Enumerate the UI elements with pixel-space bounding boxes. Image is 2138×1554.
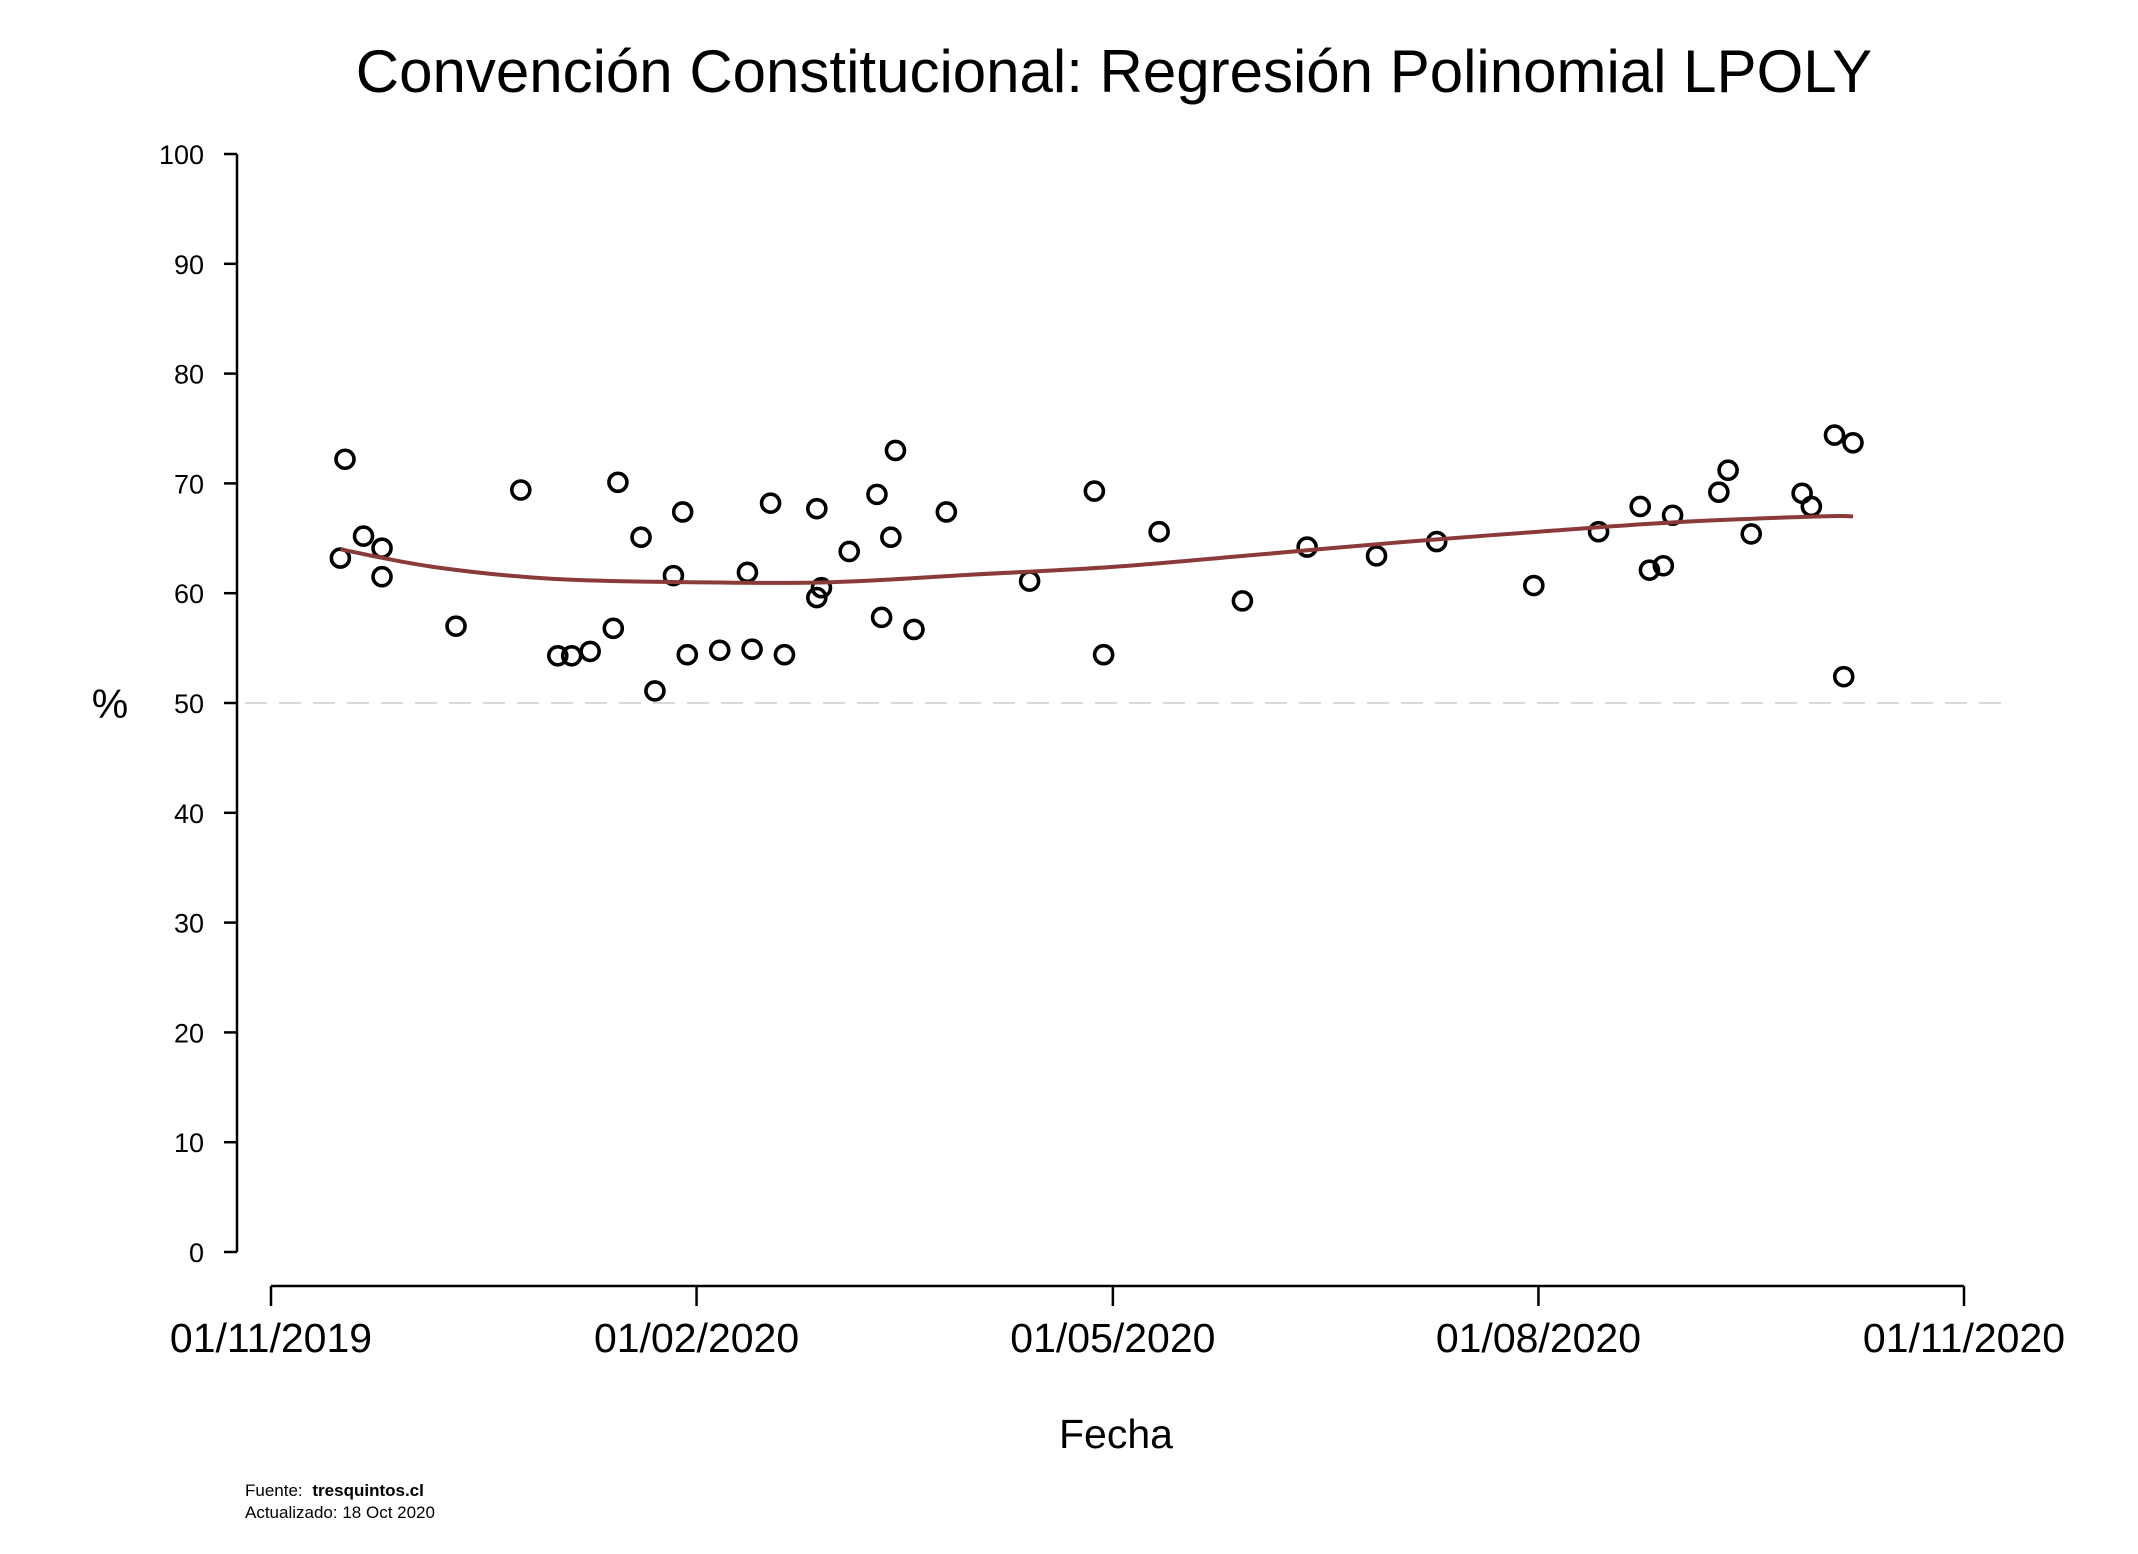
data-point: [371, 537, 393, 559]
data-point: [630, 526, 652, 549]
data-point: [708, 639, 731, 662]
data-point: [866, 483, 888, 506]
x-tick-label: 01/02/2020: [594, 1315, 799, 1361]
data-point: [1832, 665, 1855, 688]
y-axis: 0 10 20 30 40 50 60 70 80 90 100: [159, 140, 239, 1268]
data-point: [546, 644, 569, 667]
x-tick-label: 01/08/2020: [1436, 1315, 1641, 1361]
data-point: [1231, 590, 1254, 612]
footer: Fuente: tresquintos.cl Actualizado: 18 O…: [245, 1481, 435, 1522]
y-tick-label: 90: [174, 250, 204, 280]
footer-updated: Actualizado: 18 Oct 2020: [245, 1503, 435, 1522]
data-point: [1708, 481, 1730, 503]
data-point: [838, 540, 861, 563]
data-point: [602, 617, 625, 640]
data-point: [1083, 480, 1106, 502]
y-axis-ticks: 0 10 20 30 40 50 60 70 80 90 100: [159, 140, 237, 1268]
data-point: [1823, 424, 1846, 446]
y-tick-label: 50: [174, 689, 204, 719]
data-point: [662, 564, 685, 587]
data-point: [1018, 570, 1041, 592]
data-point: [445, 615, 467, 637]
data-point: [741, 638, 763, 660]
data-point: [371, 565, 393, 588]
data-point: [806, 497, 828, 520]
data-point: [935, 501, 958, 523]
y-axis-label: %: [92, 681, 128, 727]
y-tick-label: 80: [174, 360, 204, 390]
data-point: [884, 439, 907, 462]
data-point: [1800, 495, 1823, 518]
data-point: [334, 448, 356, 471]
data-point: [759, 492, 782, 514]
x-tick-label: 01/11/2020: [1863, 1315, 2065, 1361]
data-point: [806, 586, 828, 609]
data-point: [329, 547, 352, 569]
scatter-points: [329, 424, 1864, 702]
y-tick-label: 30: [174, 909, 204, 939]
y-tick-label: 70: [174, 469, 204, 499]
data-point: [1842, 431, 1864, 454]
data-point: [1652, 554, 1675, 577]
data-point: [1638, 559, 1661, 581]
data-point: [880, 526, 902, 549]
lpoly-fit-curve: [340, 513, 1854, 585]
data-point: [579, 640, 601, 663]
svg-text:Fuente: tresquintos.cl: Fuente: tresquintos.cl: [245, 1481, 424, 1500]
y-tick-label: 10: [174, 1128, 204, 1158]
data-point: [870, 606, 893, 629]
x-axis-label: Fecha: [1059, 1411, 1173, 1457]
x-axis: 01/11/2019 01/02/2020 01/05/2020 01/08/2020…: [170, 1284, 2065, 1361]
footer-source-label: Fuente:: [245, 1481, 303, 1500]
data-point: [509, 479, 532, 501]
y-tick-label: 100: [159, 140, 204, 170]
data-point: [1148, 520, 1170, 543]
data-point: [1365, 545, 1388, 567]
data-point: [736, 561, 759, 584]
y-tick-label: 0: [189, 1238, 204, 1268]
data-point: [352, 525, 375, 547]
data-point: [903, 618, 925, 641]
data-point: [607, 471, 629, 494]
x-axis-ticks: 01/11/2019 01/02/2020 01/05/2020 01/08/2020…: [170, 1286, 2065, 1361]
y-tick-label: 60: [174, 579, 204, 609]
data-point: [671, 501, 694, 523]
data-point: [676, 643, 699, 666]
y-tick-label: 20: [174, 1018, 204, 1048]
y-tick-label: 40: [174, 799, 204, 829]
data-point: [644, 680, 666, 702]
data-point: [1092, 643, 1115, 666]
data-point: [1523, 574, 1545, 597]
data-point: [1296, 536, 1318, 558]
x-tick-label: 01/05/2020: [1010, 1315, 1215, 1361]
data-point: [810, 576, 833, 599]
data-point: [1629, 495, 1652, 518]
chart-title: Convención Constitucional: Regresión Pol…: [356, 38, 1872, 105]
data-point: [1740, 523, 1763, 545]
data-point: [773, 643, 796, 666]
x-tick-label: 01/11/2019: [170, 1315, 372, 1361]
data-point: [1717, 459, 1739, 482]
footer-source-value: tresquintos.cl: [312, 1481, 423, 1500]
data-point: [1587, 520, 1610, 543]
